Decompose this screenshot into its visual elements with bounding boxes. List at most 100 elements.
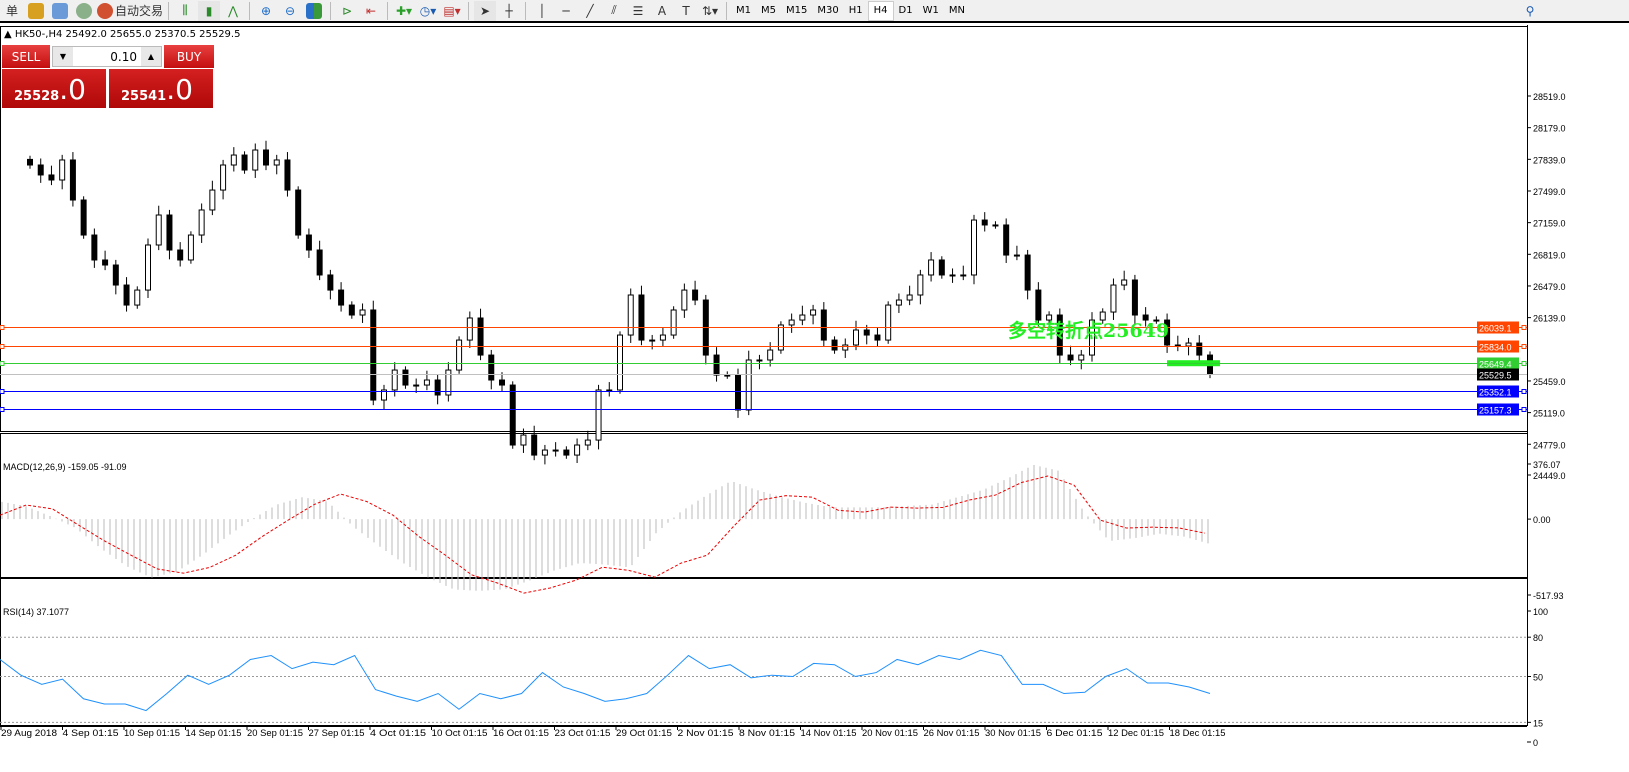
one-click-trading-panel: SELL ▼ 0.10 ▲ BUY 25528.0 25541.0 [2,45,214,108]
level-handle [1521,325,1527,330]
candle-body [842,344,849,351]
candle-body [102,259,109,266]
time-axis-label: 23 Oct 01:15 [555,728,611,738]
fibonacci-icon[interactable]: ☰ [632,3,644,18]
autotrade-button[interactable]: 自动交易 [97,1,163,21]
buy-button[interactable]: BUY [164,45,214,68]
level-handle [1521,407,1527,412]
candle-body [477,317,484,356]
candle-body [1164,319,1171,346]
templates-icon[interactable]: ▤▾ [443,3,461,18]
timeframe-h1[interactable]: H1 [848,5,863,16]
navigator-icon[interactable] [49,1,71,21]
candle-body [155,214,162,246]
zoom-out-icon[interactable]: ⊖ [284,3,296,18]
candle-body [69,159,76,201]
timeframe-m15[interactable]: M15 [786,5,808,16]
time-axis-label: 4 Oct 01:15 [370,728,426,738]
text-icon[interactable]: A [657,3,667,18]
lot-size-input[interactable]: 0.10 [110,50,137,64]
market-watch-icon[interactable] [25,1,47,21]
level-price-label: 25157.3 [1479,406,1512,416]
candle-body [971,219,977,276]
timeframe-m30[interactable]: M30 [817,5,839,16]
candle-body [724,374,731,377]
candlestick-icon[interactable]: ▮ [198,0,221,21]
bid-price[interactable]: 25528.0 [2,69,106,108]
arrows-icon[interactable]: ⇅▾ [701,3,719,18]
horizontal-line-icon[interactable]: ─ [562,3,570,18]
lot-size-stepper[interactable]: ▼ 0.10 ▲ [52,46,162,67]
cursor-icon[interactable]: ➤ [474,0,497,21]
time-axis-label: 29 Oct 01:15 [616,728,672,738]
candle-body [960,274,967,277]
indicators-icon[interactable]: ✚▾ [395,3,413,18]
ask-price[interactable]: 25541.0 [109,69,213,108]
price-axis-label: 28179.0 [1533,124,1566,134]
candle-body [928,259,935,276]
menu-fragment[interactable]: 单 [5,4,18,18]
lot-decrease-button[interactable]: ▼ [53,47,73,66]
candle-body [1003,224,1010,256]
lot-increase-button[interactable]: ▲ [141,47,161,66]
candle-body [863,329,870,336]
candle-body [541,449,548,456]
timeframe-d1[interactable]: D1 [898,5,913,16]
level-handle [0,361,5,366]
candle-body [874,334,881,341]
level-price-label: 25649.4 [1479,360,1512,370]
time-axis-label: 20 Sep 01:15 [247,728,303,738]
candle-body [273,159,280,166]
level-price-tag [1477,321,1519,334]
candle-body [1046,314,1053,321]
timeframe-w1[interactable]: W1 [922,5,939,16]
rsi-axis-label: 100 [1533,607,1548,617]
level-handle [1521,389,1527,394]
candle-body [1089,319,1095,356]
candle-body [895,299,902,306]
candle-body [1110,284,1117,313]
periods-icon[interactable]: ◷▾ [419,3,437,18]
chart-shift-icon[interactable]: ⇤ [365,3,377,18]
candle-body [627,294,634,336]
timeframe-m1[interactable]: M1 [736,5,752,16]
candle-body [134,289,141,306]
trendline-icon[interactable]: ╱ [586,3,594,18]
level-price-label: 26039.1 [1479,324,1512,334]
candle-body [198,209,205,236]
candle-body [1185,342,1192,347]
chart-canvas[interactable]: 28519.0 28179.0 27839.0 27499.0 27159.0 26819… [0,25,1629,768]
candle-body [788,319,795,326]
candle-body [80,199,87,236]
candle-body [799,314,806,321]
candle-body [466,317,473,341]
equidistant-channel-icon[interactable]: ⫽ [611,3,617,17]
vertical-line-icon[interactable]: │ [538,3,546,18]
timeframe-m5[interactable]: M5 [761,5,777,16]
autoscroll-icon[interactable]: ⊳ [341,3,353,18]
chart-window[interactable]: 28519.0 28179.0 27839.0 27499.0 27159.0 26819… [0,25,1629,768]
candle-body [713,354,720,376]
toolbar: 单 自动交易 ⫼ ▮ ⋀ ⊕ ⊖ ⊳ ⇤ ✚▾ ◷▾ ▤▾ ➤ ┼ │ ─ ╱ … [0,0,1629,23]
ask-fraction: .0 [166,73,193,106]
crosshair-icon[interactable]: ┼ [505,3,513,18]
level-handle [1521,344,1527,349]
rsi-label: RSI(14) 37.1077 [3,607,69,617]
candle-body [1196,342,1203,356]
tile-windows-icon[interactable] [303,1,325,21]
candle-body [359,309,366,316]
level-handle [0,407,5,412]
time-axis-label: 8 Nov 01:15 [739,728,795,738]
line-chart-icon[interactable]: ⋀ [228,3,238,18]
search-icon[interactable]: ⚲ [1525,3,1535,18]
timeframe-mn[interactable]: MN [948,5,965,16]
zoom-in-icon[interactable]: ⊕ [260,3,272,18]
bar-chart-icon[interactable]: ⫼ [182,3,188,17]
sell-button[interactable]: SELL [2,45,50,68]
timeframe-h4[interactable]: H4 [867,0,894,21]
pivot-annotation: 多空转折点25649 [1008,320,1170,342]
candle-body [584,439,591,446]
candle-body [91,234,98,261]
signals-icon[interactable] [73,1,95,21]
text-label-icon[interactable]: T [682,3,690,18]
